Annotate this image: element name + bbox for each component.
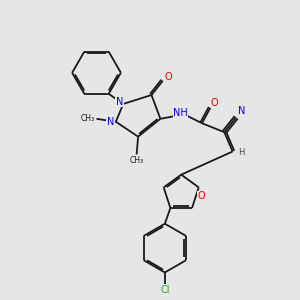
Text: O: O	[210, 98, 218, 108]
Text: O: O	[197, 191, 205, 201]
Text: Cl: Cl	[160, 285, 170, 295]
Text: NH: NH	[173, 108, 188, 118]
Text: N: N	[107, 117, 114, 127]
Text: CH₃: CH₃	[81, 114, 95, 123]
Text: H: H	[238, 148, 244, 158]
Text: CH₃: CH₃	[130, 157, 144, 166]
Text: O: O	[164, 72, 172, 82]
Text: N: N	[238, 106, 245, 116]
Text: N: N	[116, 97, 123, 107]
